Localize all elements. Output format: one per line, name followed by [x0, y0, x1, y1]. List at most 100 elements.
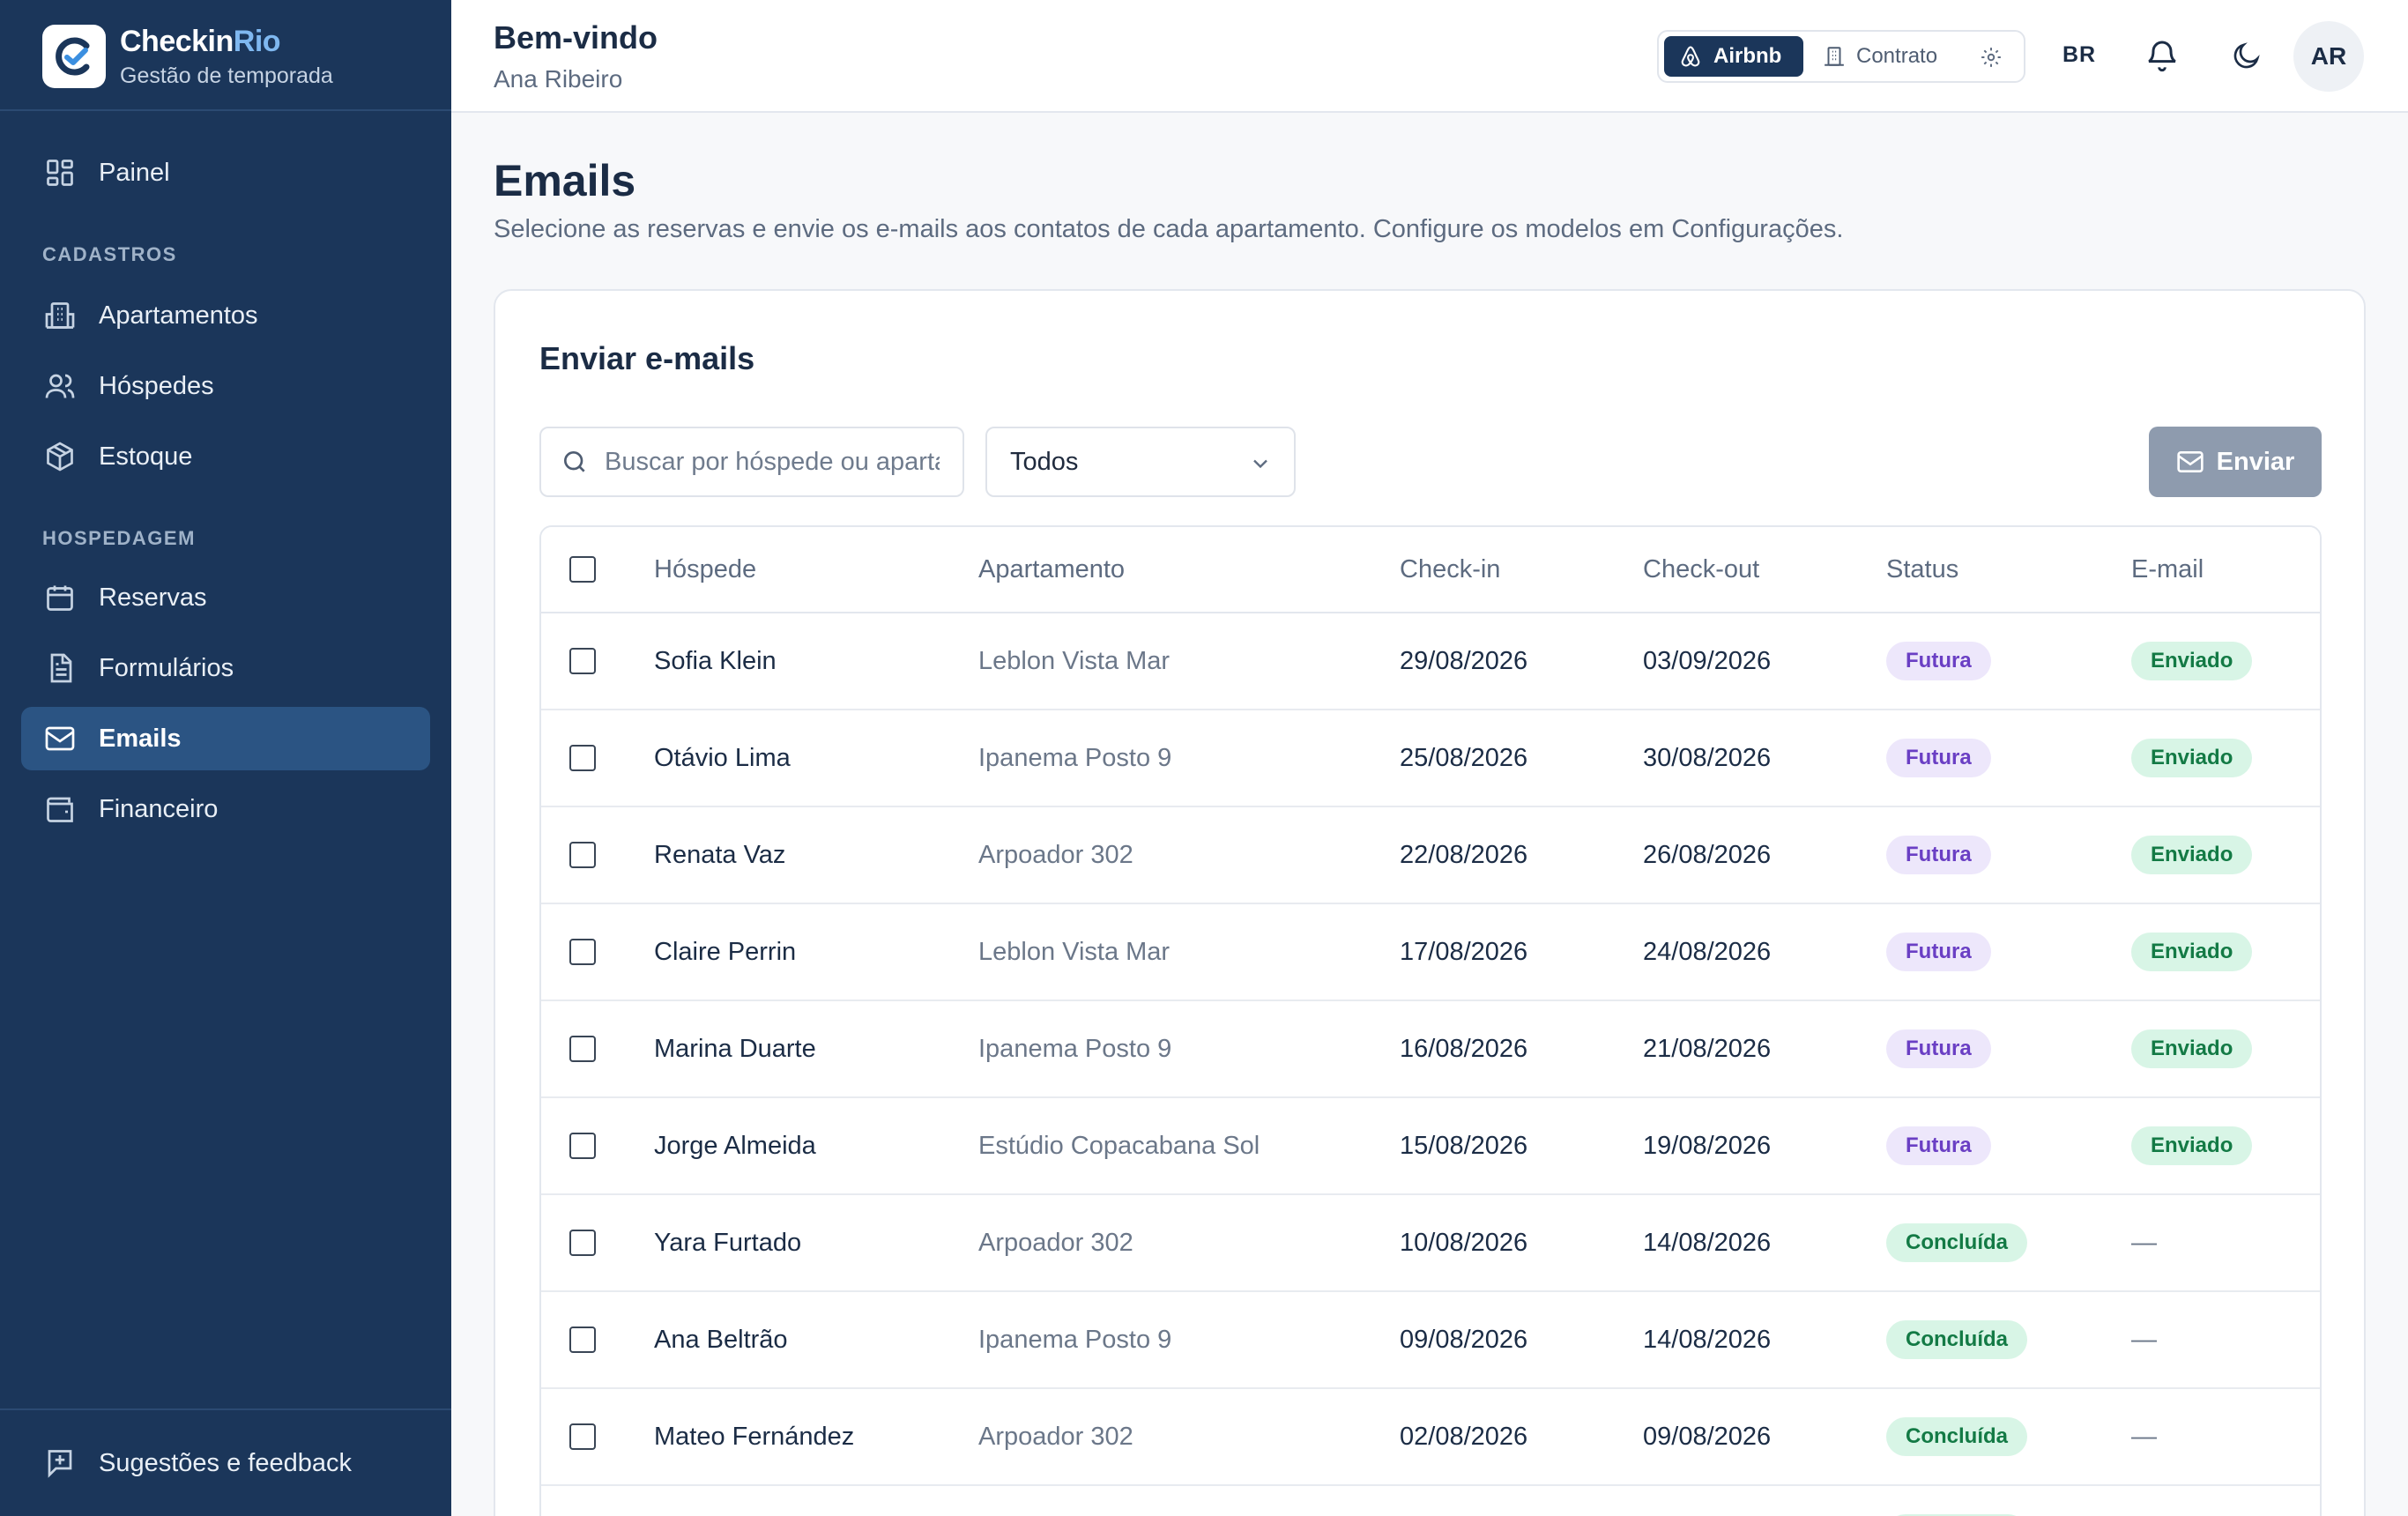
- status-badge: Futura: [1886, 933, 1991, 971]
- sidebar-item-label: Financeiro: [99, 794, 219, 823]
- row-checkbox[interactable]: [569, 648, 596, 674]
- send-button[interactable]: Enviar: [2149, 427, 2322, 497]
- column-header-guest[interactable]: Hóspede: [654, 554, 757, 583]
- email-badge: Enviado: [2131, 739, 2253, 777]
- row-checkbox[interactable]: [569, 745, 596, 771]
- email-cell: —: [2131, 1195, 2157, 1290]
- sidebar-item-financeiro[interactable]: Financeiro: [21, 777, 430, 841]
- column-header-apartment[interactable]: Apartamento: [978, 554, 1126, 583]
- platform-airbnb-button[interactable]: Airbnb: [1664, 36, 1803, 77]
- language-switch[interactable]: BR: [2062, 42, 2097, 67]
- checkin-date: 16/08/2026: [1400, 1034, 1528, 1063]
- platform-contrato-button[interactable]: Contrato: [1814, 36, 1955, 77]
- sidebar-item-label: Emails: [99, 724, 182, 753]
- topbar: Bem-vindo Ana Ribeiro Airbnb Contrato BR…: [451, 0, 2408, 113]
- checkout-date: 30/08/2026: [1643, 743, 1772, 772]
- status-cell: Futura: [1886, 1001, 1991, 1096]
- reservations-table: Hóspede Apartamento Check-in Check-out S…: [539, 525, 2322, 1516]
- search-box: [539, 427, 964, 497]
- page-title: Emails: [494, 156, 636, 205]
- row-checkbox[interactable]: [569, 1036, 596, 1062]
- checkout-date: 03/09/2026: [1643, 646, 1772, 675]
- send-button-label: Enviar: [2216, 447, 2295, 476]
- checkout-date: 21/08/2026: [1643, 1034, 1772, 1063]
- email-cell: Enviado: [2131, 710, 2253, 806]
- sidebar-item-label: Estoque: [99, 442, 193, 471]
- sidebar-item-formularios[interactable]: Formulários: [21, 636, 430, 700]
- email-cell: —: [2131, 1389, 2157, 1484]
- email-badge: Enviado: [2131, 642, 2253, 680]
- sidebar-item-reservas[interactable]: Reservas: [21, 566, 430, 629]
- sidebar-item-hospedes[interactable]: Hóspedes: [21, 354, 430, 418]
- brand-subtitle: Gestão de temporada: [120, 63, 333, 88]
- table-row[interactable]: Yara Furtado Arpoador 302 10/08/2026 14/08/…: [541, 1195, 2320, 1292]
- checkout-date: 26/08/2026: [1643, 840, 1772, 869]
- apartment-name: Ipanema Posto 9: [978, 1325, 1172, 1354]
- apartment-name: Leblon Vista Mar: [978, 646, 1171, 675]
- table-row[interactable]: Mateo Fernández Arpoador 302 02/08/2026 09/…: [541, 1389, 2320, 1486]
- table-row[interactable]: Renata Vaz Arpoador 302 22/08/2026 26/08/20…: [541, 807, 2320, 904]
- apartment-name: Estúdio Copacabana Sol: [978, 1131, 1260, 1160]
- guest-name: Mateo Fernández: [654, 1422, 855, 1451]
- email-badge: Enviado: [2131, 933, 2253, 971]
- table-row[interactable]: Otávio Lima Ipanema Posto 9 25/08/2026 30/0…: [541, 710, 2320, 807]
- status-filter-select[interactable]: Todos: [985, 427, 1296, 497]
- checkinrio-logo-icon[interactable]: [42, 25, 106, 88]
- column-header-status[interactable]: Status: [1886, 554, 1959, 583]
- table-row[interactable]: Marina Duarte Ipanema Posto 9 16/08/2026 21…: [541, 1001, 2320, 1098]
- airbnb-icon: [1681, 46, 1700, 67]
- sidebar-item-label: Painel: [99, 158, 170, 187]
- gear-icon[interactable]: [1976, 42, 2006, 72]
- table-row[interactable]: Sofia Klein Leblon Vista Mar 29/08/2026 03/…: [541, 613, 2320, 710]
- row-checkbox[interactable]: [569, 1230, 596, 1256]
- card-title: Enviar e-mails: [539, 340, 755, 376]
- checkin-date: 22/08/2026: [1400, 840, 1528, 869]
- guest-name: Jorge Almeida: [654, 1131, 816, 1160]
- sidebar-item-label: Formulários: [99, 653, 234, 682]
- row-checkbox[interactable]: [569, 842, 596, 868]
- table-row[interactable]: Claire Perrin Leblon Vista Mar 17/08/2026 2…: [541, 904, 2320, 1001]
- checkin-date: 02/08/2026: [1400, 1422, 1528, 1451]
- guest-name: Marina Duarte: [654, 1034, 816, 1063]
- sidebar-item-emails[interactable]: Emails: [21, 707, 430, 770]
- sidebar-item-apartamentos[interactable]: Apartamentos: [21, 284, 430, 347]
- email-cell: Enviado: [2131, 1001, 2253, 1096]
- moon-icon[interactable]: [2226, 35, 2267, 76]
- status-badge: Futura: [1886, 739, 1991, 777]
- brand-name: CheckinRio: [120, 25, 281, 58]
- guest-name: Sofia Klein: [654, 646, 777, 675]
- row-checkbox[interactable]: [569, 939, 596, 965]
- feedback-icon: [42, 1445, 78, 1481]
- search-input[interactable]: [605, 447, 940, 477]
- guest-name: Otávio Lima: [654, 743, 791, 772]
- column-header-checkin[interactable]: Check-in: [1400, 554, 1501, 583]
- sidebar-item-painel[interactable]: Painel: [21, 141, 430, 204]
- table-row[interactable]: Ana Beltrão Ipanema Posto 9 09/08/2026 14/0…: [541, 1292, 2320, 1389]
- status-cell: Concluída: [1886, 1389, 2028, 1484]
- row-checkbox[interactable]: [569, 1423, 596, 1450]
- calendar-icon: [42, 580, 78, 615]
- avatar[interactable]: AR: [2293, 21, 2364, 92]
- guest-name: Yara Furtado: [654, 1228, 802, 1257]
- sidebar-item-estoque[interactable]: Estoque: [21, 425, 430, 488]
- mail-icon: [2176, 451, 2204, 472]
- table-row[interactable]: Jorge Almeida Estúdio Copacabana Sol 15/08…: [541, 1098, 2320, 1195]
- dashboard-icon: [42, 155, 78, 190]
- feedback-button[interactable]: Sugestões e feedback: [21, 1431, 430, 1495]
- apartment-name: Ipanema Posto 9: [978, 743, 1172, 772]
- column-header-checkout[interactable]: Check-out: [1643, 554, 1760, 583]
- table-row[interactable]: Concluída: [541, 1486, 2320, 1516]
- column-header-email[interactable]: E-mail: [2131, 554, 2204, 583]
- bell-icon[interactable]: [2142, 35, 2182, 76]
- building-icon: [1825, 47, 1844, 66]
- status-badge: Futura: [1886, 836, 1991, 874]
- nav-section-cadastros: CADASTROS: [42, 243, 177, 265]
- status-cell: Futura: [1886, 904, 1991, 1000]
- status-badge: Concluída: [1886, 1514, 2028, 1516]
- row-checkbox[interactable]: [569, 1326, 596, 1353]
- email-value: —: [2131, 1422, 2157, 1451]
- status-badge: Concluída: [1886, 1320, 2028, 1359]
- row-checkbox[interactable]: [569, 1133, 596, 1159]
- apartment-name: Arpoador 302: [978, 1228, 1133, 1257]
- select-all-checkbox[interactable]: [569, 556, 596, 583]
